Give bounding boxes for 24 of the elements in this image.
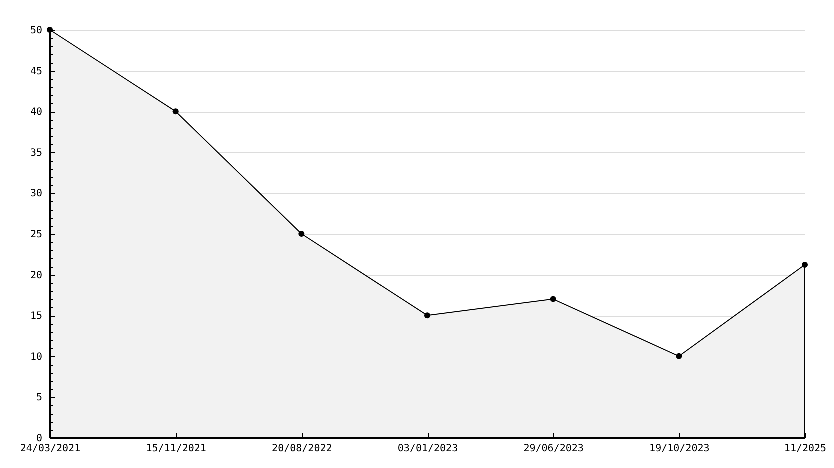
y-tick-label: 20 bbox=[30, 270, 42, 282]
y-tick-label: 0 bbox=[36, 434, 42, 444]
x-tick-label: 29/06/2023 bbox=[524, 444, 584, 454]
point bbox=[298, 231, 305, 237]
y-tick-label: 50 bbox=[30, 26, 42, 36]
x-tick-label: 03/01/2023 bbox=[398, 444, 458, 454]
point bbox=[676, 353, 682, 360]
point bbox=[550, 296, 556, 302]
point bbox=[802, 262, 808, 268]
y-tick-label: 40 bbox=[30, 107, 42, 118]
x-tick-label: 20/08/2022 bbox=[272, 444, 332, 454]
y-tick-label: 45 bbox=[30, 66, 42, 78]
y-tick-label: 30 bbox=[30, 188, 42, 200]
y-tick-label: 25 bbox=[30, 230, 42, 240]
point bbox=[424, 312, 430, 319]
y-tick-label: 35 bbox=[30, 148, 42, 159]
y-tick-label: 10 bbox=[30, 352, 42, 363]
y-tick-label: 15 bbox=[30, 311, 42, 322]
y-tick-label: 5 bbox=[36, 392, 42, 404]
x-tick-label: 19/10/2023 bbox=[650, 444, 710, 454]
x-tick-label: 11/2025 bbox=[784, 444, 827, 454]
x-tick-label: 15/11/2021 bbox=[146, 444, 206, 454]
x-tick-label: 24/03/2021 bbox=[20, 444, 81, 454]
point bbox=[172, 108, 179, 115]
